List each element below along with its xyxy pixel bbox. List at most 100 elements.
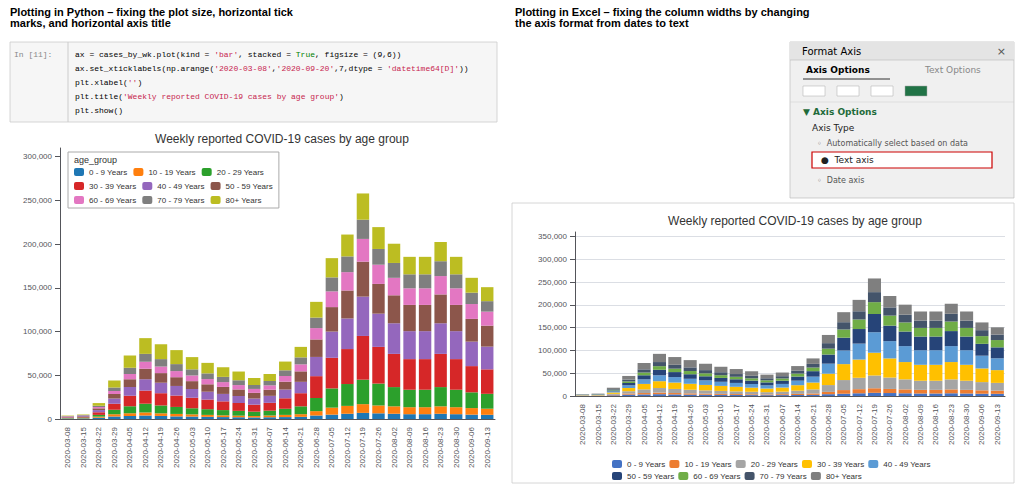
svg-text:2020-05-10: 2020-05-10 [716, 403, 725, 444]
svg-text:2020-04-26: 2020-04-26 [686, 403, 695, 444]
svg-text:40 - 49 Years: 40 - 49 Years [157, 182, 204, 191]
svg-text:50,000: 50,000 [543, 369, 568, 378]
svg-text:2020-04-05: 2020-04-05 [125, 426, 134, 467]
svg-text:300,000: 300,000 [538, 255, 567, 264]
svg-text:2020-03-29: 2020-03-29 [110, 426, 119, 467]
svg-text:50 - 59 Years: 50 - 59 Years [226, 182, 273, 191]
svg-text:ax = cases_by_wk.plot(kind =: ax = cases_by_wk.plot(kind = [75, 50, 214, 59]
svg-text:● Text axis: ● Text axis [821, 155, 874, 165]
svg-text:2020-06-28: 2020-06-28 [824, 403, 833, 444]
svg-text:2020-06-21: 2020-06-21 [296, 426, 305, 467]
svg-text:2020-06-07: 2020-06-07 [778, 403, 787, 444]
svg-text:2020-06-07: 2020-06-07 [265, 426, 274, 467]
svg-text:plt.show(): plt.show() [75, 106, 123, 115]
svg-text:2020-04-19: 2020-04-19 [670, 403, 679, 444]
svg-text:2020-07-05: 2020-07-05 [327, 426, 336, 467]
svg-text:2020-05-10: 2020-05-10 [203, 426, 212, 467]
svg-text:50 - 59 Years: 50 - 59 Years [627, 472, 674, 481]
svg-text:2020-03-08: 2020-03-08 [578, 403, 587, 444]
svg-text:100,000: 100,000 [23, 327, 52, 336]
svg-text:the axis format from dates to: the axis format from dates to text [515, 17, 689, 29]
svg-text:20 - 29 Years: 20 - 29 Years [751, 460, 798, 469]
svg-text:2020-05-24: 2020-05-24 [747, 403, 756, 444]
svg-text:30 - 39 Years: 30 - 39 Years [89, 182, 136, 191]
svg-text:2020-08-23: 2020-08-23 [947, 403, 956, 444]
svg-text:2020-04-19: 2020-04-19 [156, 426, 165, 467]
svg-text:2020-07-12: 2020-07-12 [855, 403, 864, 444]
svg-text:2020-03-29: 2020-03-29 [624, 403, 633, 444]
svg-text:2020-05-31: 2020-05-31 [250, 426, 259, 467]
svg-text:2020-09-06: 2020-09-06 [467, 426, 476, 467]
svg-text:Axis Options: Axis Options [806, 65, 870, 75]
svg-text:350,000: 350,000 [538, 232, 567, 241]
svg-text:plt.title(: plt.title( [75, 92, 123, 101]
svg-text:2020-08-02: 2020-08-02 [390, 426, 399, 467]
svg-text:2020-07-19: 2020-07-19 [870, 403, 879, 444]
svg-text:200,000: 200,000 [23, 240, 52, 249]
svg-text:2020-04-12: 2020-04-12 [141, 426, 150, 467]
svg-text:70 - 79 Years: 70 - 79 Years [157, 196, 204, 205]
svg-text:×: × [997, 45, 1006, 58]
svg-text:marks, and horizontal axis tit: marks, and horizontal axis title [10, 17, 171, 29]
svg-text:2020-08-16: 2020-08-16 [421, 426, 430, 467]
svg-text:80+ Years: 80+ Years [826, 472, 862, 481]
svg-text:2020-09-13: 2020-09-13 [993, 403, 1002, 444]
svg-text:◦ Date axis: ◦ Date axis [817, 176, 865, 185]
svg-text:Weekly reported COVID-19 cases: Weekly reported COVID-19 cases by age gr… [155, 132, 409, 146]
svg-text:2020-08-02: 2020-08-02 [901, 403, 910, 444]
svg-text:100,000: 100,000 [538, 346, 567, 355]
svg-text:2020-03-08: 2020-03-08 [63, 426, 72, 467]
svg-text:▼ Axis Options: ▼ Axis Options [803, 107, 877, 117]
svg-text:ax.set_xticklabels(np.arange(: ax.set_xticklabels(np.arange( [75, 64, 214, 73]
svg-text:True: True [296, 50, 315, 59]
svg-text:2020-08-09: 2020-08-09 [916, 403, 925, 444]
svg-text:2020-03-22: 2020-03-22 [94, 426, 103, 467]
svg-text:In [11]:: In [11]: [14, 50, 52, 59]
svg-text:)): )) [459, 64, 469, 73]
svg-text:2020-03-15: 2020-03-15 [594, 403, 603, 444]
svg-text:2020-08-16: 2020-08-16 [931, 403, 940, 444]
svg-text:Axis Type: Axis Type [812, 123, 855, 133]
svg-text:2020-06-14: 2020-06-14 [793, 403, 802, 444]
svg-text:0 - 9 Years: 0 - 9 Years [89, 168, 127, 177]
svg-text:0: 0 [48, 415, 53, 424]
svg-text:60 - 69 Years: 60 - 69 Years [693, 472, 740, 481]
svg-text:'': '' [128, 78, 138, 87]
svg-text:2020-07-12: 2020-07-12 [343, 426, 352, 467]
svg-text:2020-08-30: 2020-08-30 [452, 426, 461, 467]
svg-text:age_group: age_group [74, 155, 117, 165]
svg-text:2020-05-03: 2020-05-03 [701, 403, 710, 444]
svg-text:2020-07-26: 2020-07-26 [374, 426, 383, 467]
svg-text:2020-08-09: 2020-08-09 [405, 426, 414, 467]
svg-text:2020-05-31: 2020-05-31 [762, 403, 771, 444]
svg-text:200,000: 200,000 [538, 300, 567, 309]
svg-text:2020-05-24: 2020-05-24 [234, 426, 243, 467]
svg-text:2020-03-15: 2020-03-15 [79, 426, 88, 467]
svg-text:10 - 19 Years: 10 - 19 Years [684, 460, 731, 469]
svg-text:2020-06-14: 2020-06-14 [281, 426, 290, 467]
svg-text:40 - 49 Years: 40 - 49 Years [883, 460, 930, 469]
svg-text:'2020-03-08': '2020-03-08' [214, 64, 272, 73]
svg-text:Text Options: Text Options [924, 65, 981, 75]
svg-text:0 - 9 Years: 0 - 9 Years [627, 460, 665, 469]
svg-text:2020-05-17: 2020-05-17 [219, 426, 228, 467]
svg-text:'2020-09-20': '2020-09-20' [277, 64, 335, 73]
svg-text:2020-04-12: 2020-04-12 [655, 403, 664, 444]
svg-text:2020-05-17: 2020-05-17 [732, 403, 741, 444]
svg-text:10 - 19 Years: 10 - 19 Years [148, 168, 195, 177]
svg-text:2020-06-28: 2020-06-28 [312, 426, 321, 467]
svg-text:60 - 69 Years: 60 - 69 Years [89, 196, 136, 205]
svg-text:2020-04-05: 2020-04-05 [640, 403, 649, 444]
svg-text:plt.xlabel(: plt.xlabel( [75, 78, 128, 87]
svg-text:300,000: 300,000 [23, 152, 52, 161]
svg-text:30 - 39 Years: 30 - 39 Years [817, 460, 864, 469]
svg-text:): ) [339, 92, 344, 101]
svg-text:50,000: 50,000 [28, 371, 53, 380]
svg-text:2020-09-13: 2020-09-13 [483, 426, 492, 467]
svg-text:20 - 29 Years: 20 - 29 Years [217, 168, 264, 177]
svg-text:Format Axis: Format Axis [802, 46, 861, 57]
svg-text:2020-07-19: 2020-07-19 [358, 426, 367, 467]
svg-text:2020-09-06: 2020-09-06 [977, 403, 986, 444]
svg-text:2020-08-30: 2020-08-30 [962, 403, 971, 444]
svg-text:150,000: 150,000 [23, 283, 52, 292]
